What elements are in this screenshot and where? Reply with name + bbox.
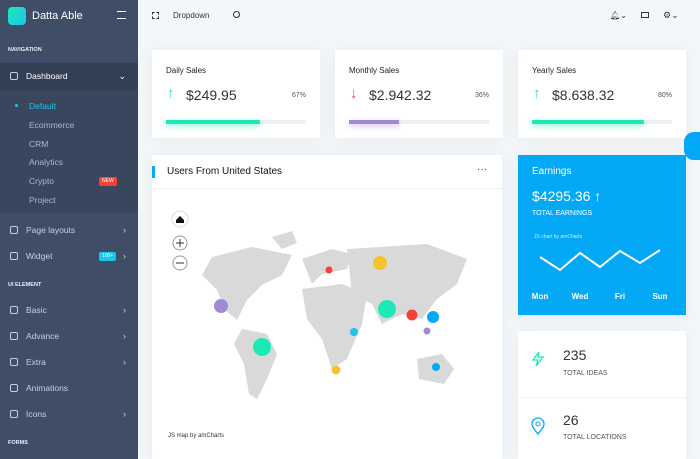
divider [152,188,502,189]
amount-text: $4295.36 [532,188,591,204]
bubbles [214,256,440,375]
map [171,210,467,399]
x-tick-label: Sun [652,292,667,301]
sub-item[interactable]: Ecommerce [29,120,75,130]
amount: $4295.36 ↑ [532,188,602,204]
mail-icon[interactable] [641,12,649,18]
nav-label: Basic [26,305,47,315]
active-dot [15,104,18,107]
nav-item[interactable]: Extra › [0,349,138,375]
stats-card: 235 TOTAL IDEAS 26 TOTAL LOCATIONS [518,331,686,459]
percent: 36% [474,92,489,99]
home-icon [176,216,184,223]
trend-arrow: ↑ [533,85,541,102]
amount: $2.942.32 [369,87,432,103]
nav-item[interactable]: Animations [0,375,138,401]
nav-label: Advance [26,331,60,341]
section-title: FORMS [8,440,28,446]
submenu-bg [0,90,138,213]
percent: 80% [657,92,672,99]
nav-item[interactable]: Icons › [0,401,138,427]
settings-tab[interactable] [684,132,700,160]
amount: $8.638.32 [552,87,615,103]
dropdown[interactable]: Dropdown [173,11,210,20]
nav-label: Dashboard [26,71,68,81]
card-title: Yearly Sales [532,66,577,75]
card-title: Daily Sales [166,66,207,75]
card-title: Earnings [532,166,572,177]
credit: JS map by amCharts [168,433,225,439]
stat-value: 235 [563,347,587,363]
earnings-card: Earnings $4295.36 ↑ TOTAL EARNINGS JS ch… [518,155,686,315]
menu-toggle[interactable] [117,11,126,19]
nav-item[interactable]: Dashboard ⌄ [0,63,138,89]
progress-track [166,120,306,124]
search-icon[interactable] [233,11,240,18]
section-title: UI ELEMENT [8,282,42,288]
progress-track [532,120,672,124]
progress-bar [166,120,260,124]
amount-label: TOTAL EARNINGS [532,210,593,217]
section-title: NAVIGATION [8,47,42,53]
credit: JS chart by amCharts [534,234,583,240]
card-title: Monthly Sales [349,66,400,75]
fullscreen-icon[interactable] [152,12,159,19]
sub-item[interactable]: CRM [29,139,49,149]
earnings-chart: Mon Wed Fri Sun [532,249,668,301]
progress-bar [349,120,400,124]
x-tick-label: Fri [615,292,625,301]
idea-icon [531,351,545,367]
sales-card: Yearly Sales ↑ $8.638.32 80% [518,50,686,138]
brand-logo[interactable] [8,7,26,25]
sidebar: Datta Able NAVIGATION Dashboard ⌄ Default… [0,0,138,459]
settings-icon[interactable]: ⚙⌄ [663,10,679,20]
percent: 67% [291,92,306,99]
nav-item[interactable]: Widget › [0,243,138,269]
active-bg [0,63,138,90]
bell-icon[interactable]: 🔔︎⌄ [610,11,627,20]
stat-label: TOTAL LOCATIONS [563,434,627,441]
nav-label: Icons [26,409,47,419]
sub-item[interactable]: Analytics [29,157,64,167]
sales-card: Monthly Sales ↓ $2.942.32 36% [335,50,503,138]
topbar: Dropdown 🔔︎⌄ ⚙⌄ [138,0,700,32]
sub-item[interactable]: Default [29,101,56,111]
nav-label: Extra [26,357,46,367]
sub-item[interactable]: Crypto [29,176,55,186]
nav-item[interactable]: Basic › [0,297,138,323]
trend-arrow: ↓ [350,85,358,102]
title-accent [152,166,155,178]
badge: 100+ [99,252,117,261]
more-button[interactable]: ··· [477,164,487,175]
divider [518,397,686,398]
location-icon [531,417,545,435]
badge: NEW [99,177,117,186]
nav-item[interactable]: Page layouts › [0,217,138,243]
trend-arrow: ↑ [167,85,175,102]
nav-label: Page layouts [26,225,76,235]
nav-label: Widget [26,251,53,261]
nav-label: Animations [26,383,69,393]
stat-label: TOTAL IDEAS [563,370,608,377]
x-tick-label: Wed [572,292,589,301]
sales-card: Daily Sales ↑ $249.95 67% [152,50,320,138]
plus-icon [176,239,184,247]
stat-value: 26 [563,412,579,428]
progress-track [349,120,489,124]
progress-bar [532,120,644,124]
amount: $249.95 [186,87,237,103]
line [539,249,661,272]
nav-item[interactable]: Advance › [0,323,138,349]
sub-item[interactable]: Project [29,195,56,205]
card-title: Users From United States [167,166,283,177]
x-tick-label: Mon [532,292,549,301]
brand-name[interactable]: Datta Able [32,10,83,22]
map-card: Users From United States ··· JS map by a… [152,155,502,459]
